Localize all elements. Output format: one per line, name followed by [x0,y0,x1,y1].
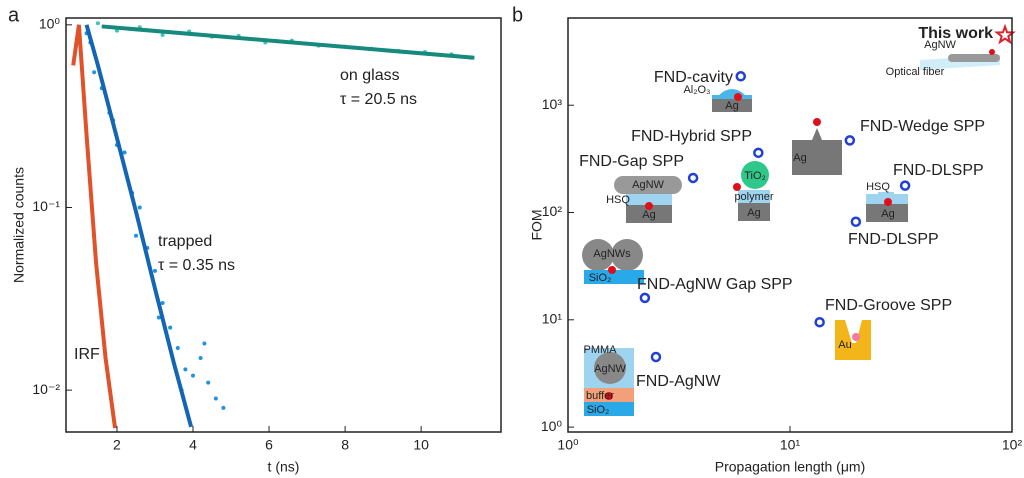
x-tick-label: 4 [189,437,197,453]
data-point [213,396,218,401]
y-tick-label: 10⁻¹ [32,198,60,214]
panel-label: a [8,4,20,26]
data-point [221,405,226,410]
data-point [160,300,165,305]
x-axis-label: Propagation length (μm) [715,459,865,475]
x-axis-label: t (ns) [268,459,300,475]
inset-label: polymer [734,191,773,203]
data-point [137,205,142,210]
point-label: FND-DLSPP [848,231,939,248]
data-point [92,70,97,75]
point-label: FND-Hybrid SPP [631,128,752,145]
point-label: FND-DLSPP [893,162,984,179]
inset-label: Au [838,339,851,351]
x-tick-label: 10⁰ [557,437,579,453]
data-point [850,216,862,228]
annotation: IRF [74,346,100,363]
point-label: FND-AgNW Gap SPP [637,276,793,293]
y-tick-label: 10⁰ [541,418,563,434]
point-label: FND-cavity [654,69,733,86]
inset-label: AgNWs [593,248,631,260]
data-point [122,150,127,155]
data-point [899,180,911,191]
inset-label: SiO₂ [587,404,610,416]
y-tick-label: 10² [542,203,563,219]
inset-label: Ag [642,209,655,221]
data-point [198,355,203,360]
data-point [152,268,157,273]
data-point [687,172,699,184]
inset-label: Al₂O₃ [683,84,710,96]
data-point [133,233,138,238]
data-point [175,346,180,351]
star-point [994,23,1016,45]
x-tick-label: 10¹ [780,437,801,453]
inset-label: Ag [725,100,738,112]
inset-label: AgNW [594,363,626,375]
y-axis-label: Normalized counts [11,167,27,283]
x-tick-label: 10 [413,437,429,453]
inset-label: Ag [747,207,760,219]
x-tick-label: 8 [341,437,349,453]
panel-label: b [512,4,523,26]
point-label: FND-AgNW [636,373,721,390]
point-label: FND-Gap SPP [579,153,684,170]
x-tick-label: 10² [1002,437,1023,453]
y-tick-label: 10⁻² [32,381,60,397]
annotation: on glass [340,67,400,84]
x-tick-label: 2 [113,437,121,453]
data-point [202,341,207,346]
point-label: This work [918,25,993,42]
inset-label: AgNW [924,39,956,51]
data-point [160,32,165,37]
fit-line [101,24,475,60]
axes-frame [65,17,502,433]
inset-label: HSQ [866,181,890,193]
y-tick-label: 10³ [542,96,563,112]
data-point [814,316,825,328]
fit-line [84,24,194,428]
plot-area [71,21,475,429]
annotation: trapped [158,233,212,250]
inset-label: AgNW [632,179,664,191]
data-point [95,21,100,26]
annotation: τ = 20.5 ns [340,91,417,108]
inset-label: Ag [793,152,806,164]
plot-area [639,71,911,363]
inset-label: Ag [881,208,894,220]
y-tick-label: 10⁰ [39,16,61,32]
inset-label: SiO₂ [589,272,612,284]
inset-label: PMMA [584,344,618,356]
inset-label: TiO₂ [744,170,766,182]
data-point [735,71,746,82]
data-point [753,147,764,159]
data-point [639,292,651,304]
data-point [168,325,173,330]
data-point [183,367,188,372]
fit-line [71,24,118,429]
data-point [844,135,856,146]
data-point [206,380,211,385]
annotation: τ = 0.35 ns [158,257,235,274]
insets [582,49,1000,416]
inset-label: buffer [586,390,614,402]
y-tick-label: 10¹ [542,311,563,327]
data-point [156,315,161,320]
y-axis-label: FOM [529,209,545,240]
point-label: FND-Groove SPP [825,297,952,314]
data-point [650,351,662,363]
inset-label: HSQ [606,194,630,206]
data-point [191,373,196,378]
x-tick-label: 6 [265,437,273,453]
axes-frame [567,17,1013,433]
point-label: FND-Wedge SPP [860,118,985,135]
inset-label: Optical fiber [886,66,945,78]
